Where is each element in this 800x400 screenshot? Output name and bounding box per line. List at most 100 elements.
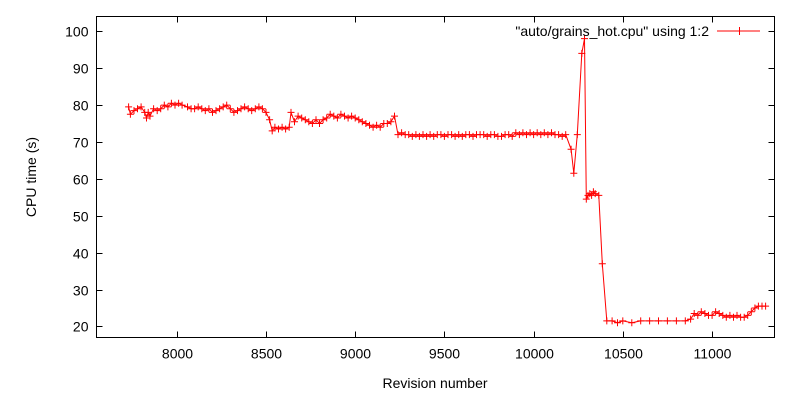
legend: "auto/grains_hot.cpu" using 1:2 xyxy=(515,23,760,39)
data-point-marker xyxy=(167,99,175,107)
data-point-marker xyxy=(178,101,186,109)
data-point-marker xyxy=(234,107,241,115)
plot-area-border xyxy=(96,16,775,338)
data-point-marker xyxy=(712,308,720,316)
data-point-marker xyxy=(391,112,398,120)
x-tick-label: 10000 xyxy=(515,346,554,362)
data-point-marker xyxy=(383,120,391,127)
data-point-marker xyxy=(726,311,734,319)
data-point-marker xyxy=(762,302,770,310)
series-line xyxy=(128,38,766,324)
data-point-marker xyxy=(285,123,293,131)
data-point-marker xyxy=(582,195,590,203)
data-point-marker xyxy=(408,132,416,140)
data-point-marker xyxy=(351,114,359,122)
data-point-marker xyxy=(744,311,752,319)
data-point-marker xyxy=(637,317,645,325)
data-point-marker xyxy=(715,310,723,317)
data-point-marker xyxy=(747,308,755,316)
data-point-marker xyxy=(394,131,402,139)
data-point-marker xyxy=(519,129,527,137)
data-point-marker xyxy=(323,114,331,122)
data-point-marker xyxy=(544,131,552,139)
data-point-marker xyxy=(690,310,698,317)
data-point-marker xyxy=(137,103,145,111)
y-tick-label: 20 xyxy=(73,319,89,335)
data-point-marker xyxy=(423,132,431,140)
data-point-marker xyxy=(373,121,381,129)
data-point-marker xyxy=(198,105,206,113)
data-point-marker xyxy=(278,123,286,131)
data-point-marker xyxy=(722,313,730,321)
data-point-marker xyxy=(595,191,603,199)
y-tick-label: 40 xyxy=(73,246,89,262)
data-point-marker xyxy=(230,108,238,116)
data-point-marker xyxy=(223,101,231,109)
data-point-marker xyxy=(184,103,191,111)
data-point-marker xyxy=(733,311,741,319)
data-point-marker xyxy=(672,317,680,325)
data-point-marker xyxy=(376,123,384,131)
data-point-marker xyxy=(337,110,345,118)
data-point-marker xyxy=(681,317,689,325)
data-point-marker xyxy=(298,114,306,122)
data-point-marker xyxy=(512,129,520,137)
data-point-marker xyxy=(508,132,516,140)
data-point-marker xyxy=(526,129,534,137)
data-point-marker xyxy=(701,310,709,317)
data-point-marker xyxy=(697,308,705,316)
y-tick-label: 30 xyxy=(73,283,89,299)
x-tick-label: 9000 xyxy=(340,346,371,362)
data-point-marker xyxy=(387,118,395,126)
data-point-marker xyxy=(562,131,570,139)
y-tick-label: 70 xyxy=(73,135,89,151)
data-point-marker xyxy=(241,103,249,111)
data-point-marker xyxy=(153,107,161,115)
y-tick-label: 90 xyxy=(73,61,89,77)
data-point-marker xyxy=(419,131,427,139)
data-point-marker xyxy=(570,169,578,177)
data-point-marker xyxy=(294,112,302,120)
data-point-marker xyxy=(330,112,338,120)
data-point-marker xyxy=(344,114,352,122)
data-point-marker xyxy=(412,131,420,139)
data-point-marker xyxy=(248,107,256,115)
x-tick-label: 8000 xyxy=(162,346,193,362)
data-point-marker xyxy=(530,131,538,139)
data-point-marker xyxy=(537,131,545,139)
data-point-marker xyxy=(708,311,716,319)
data-point-marker xyxy=(558,132,566,140)
data-point-marker xyxy=(455,131,463,139)
series-layer xyxy=(125,35,770,327)
data-point-marker xyxy=(305,118,313,126)
data-point-marker xyxy=(430,132,438,140)
data-point-marker xyxy=(258,105,266,113)
legend-marker-swatch xyxy=(735,27,744,35)
data-point-marker xyxy=(498,132,505,140)
data-point-marker xyxy=(687,315,695,323)
x-axis-label: Revision number xyxy=(382,375,487,391)
data-point-marker xyxy=(301,116,309,124)
data-point-marker xyxy=(251,105,259,113)
data-point-marker xyxy=(205,105,213,113)
data-point-marker xyxy=(262,108,270,116)
data-point-marker xyxy=(312,116,320,124)
data-point-marker xyxy=(646,317,654,325)
data-point-marker xyxy=(201,107,209,115)
data-point-marker xyxy=(244,105,252,113)
data-point-marker xyxy=(275,125,282,133)
data-point-marker xyxy=(341,112,348,120)
data-point-marker xyxy=(451,132,459,140)
data-point-marker xyxy=(578,49,586,57)
data-point-marker xyxy=(212,107,220,115)
data-point-marker xyxy=(548,129,555,137)
data-point-marker xyxy=(490,131,498,139)
data-point-marker xyxy=(164,103,172,111)
data-point-marker xyxy=(143,114,150,122)
data-point-marker xyxy=(146,112,154,120)
data-point-marker xyxy=(160,101,168,109)
data-point-marker xyxy=(505,131,513,139)
data-point-marker xyxy=(134,105,141,113)
x-tick-label: 11000 xyxy=(694,346,732,362)
data-point-marker xyxy=(581,35,588,43)
